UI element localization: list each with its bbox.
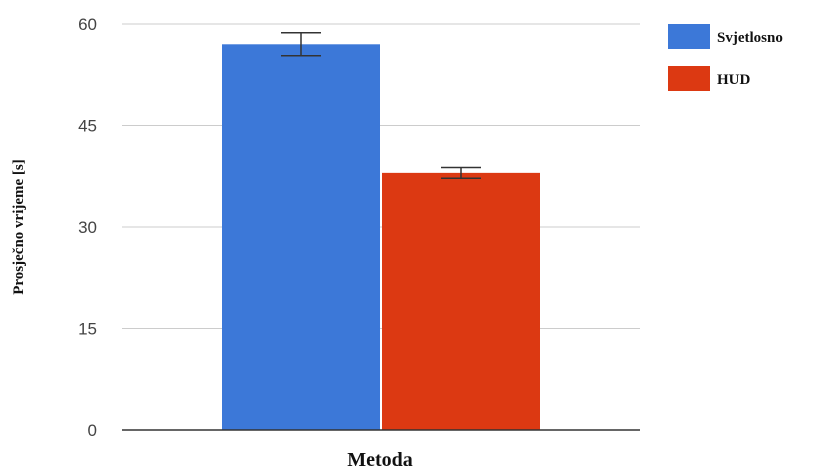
legend-swatch-hud [668, 66, 710, 91]
legend-swatch-svjetlosno [668, 24, 710, 49]
y-tick-labels: 0 15 30 45 60 [78, 15, 97, 440]
bar-hud [382, 172, 540, 430]
legend: Svjetlosno HUD [668, 24, 783, 91]
legend-label-svjetlosno: Svjetlosno [717, 30, 783, 46]
y-tick-label: 30 [78, 218, 97, 237]
bar-svjetlosno [222, 44, 380, 431]
gridlines [122, 23, 640, 329]
error-bars [281, 32, 481, 180]
x-axis-title: Metoda [347, 449, 413, 471]
y-tick-label: 0 [88, 421, 97, 440]
y-tick-label: 60 [78, 15, 97, 34]
y-tick-label: 15 [78, 320, 97, 339]
y-axis-title: Prosječno vrijeme [s] [11, 159, 27, 295]
bars [222, 44, 540, 431]
y-tick-label: 45 [78, 117, 97, 136]
legend-label-hud: HUD [717, 72, 751, 88]
